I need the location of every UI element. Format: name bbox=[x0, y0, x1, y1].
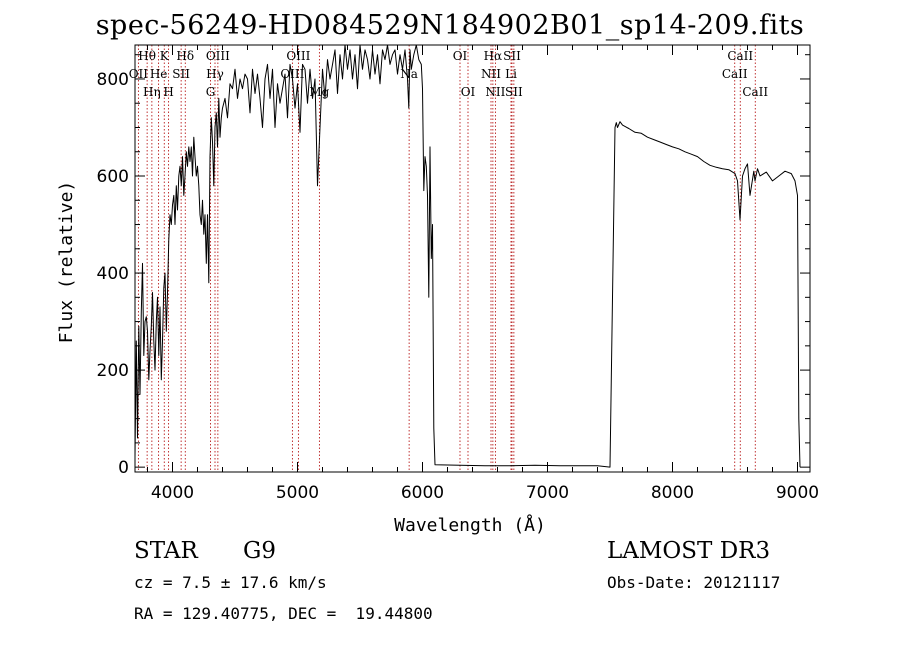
marker-label: Hη bbox=[143, 85, 161, 99]
survey-label: LAMOST DR3 bbox=[607, 538, 771, 564]
spectrum-line bbox=[134, 44, 801, 468]
marker-label: OII bbox=[129, 67, 149, 81]
marker-label: Mg bbox=[309, 85, 329, 99]
y-tick-label: 600 bbox=[97, 167, 129, 187]
x-tick-label: 4000 bbox=[151, 483, 194, 503]
marker-label: OI bbox=[453, 49, 468, 63]
y-tick-label: 800 bbox=[97, 70, 129, 90]
chart-title: spec-56249-HD084529N184902B01_sp14-209.f… bbox=[95, 10, 805, 41]
y-tick-label: 400 bbox=[97, 264, 129, 284]
marker-label: SII bbox=[505, 85, 523, 99]
y-axis-label: Flux (relative) bbox=[56, 181, 77, 344]
marker-label: OIII bbox=[206, 49, 230, 63]
obs-date: Obs-Date: 20121117 bbox=[607, 573, 781, 592]
marker-label: NII bbox=[481, 67, 501, 81]
line-markers bbox=[137, 45, 756, 472]
marker-label: Hα bbox=[484, 49, 503, 63]
marker-label: OIII bbox=[280, 67, 304, 81]
x-axis-label: Wavelength (Å) bbox=[394, 514, 546, 536]
coordinates: RA = 129.40775, DEC = 19.44800 bbox=[134, 604, 433, 623]
x-tick-label: 9000 bbox=[776, 483, 819, 503]
marker-label: OI bbox=[461, 85, 476, 99]
y-tick-label: 200 bbox=[97, 361, 129, 381]
marker-label: Na bbox=[400, 67, 418, 81]
marker-label: CaII bbox=[742, 85, 768, 99]
marker-label: Hγ bbox=[206, 67, 224, 81]
marker-label: CaII bbox=[727, 49, 753, 63]
redshift-value: cz = 7.5 ± 17.6 km/s bbox=[134, 573, 327, 592]
marker-label: NII bbox=[485, 85, 505, 99]
marker-label: SII bbox=[172, 67, 190, 81]
marker-label: Li bbox=[505, 67, 517, 81]
x-tick-label: 6000 bbox=[401, 483, 444, 503]
object-class: STAR bbox=[134, 538, 198, 564]
marker-label: H bbox=[163, 85, 173, 99]
marker-labels: Hθ OII Hη K He H Hδ SII OIII Hγ G OIII OIII Mg Na OI OI H… bbox=[129, 49, 769, 99]
marker-label: Hθ bbox=[138, 49, 156, 63]
marker-label: Hδ bbox=[176, 49, 194, 63]
marker-label: SII bbox=[503, 49, 521, 63]
marker-label: OIII bbox=[286, 49, 310, 63]
marker-label: He bbox=[150, 67, 168, 81]
series-layer bbox=[134, 44, 801, 468]
axes: 4000 5000 6000 7000 8000 9000 0 200 400 600 800 bbox=[97, 44, 819, 503]
marker-label: G bbox=[206, 85, 216, 99]
x-tick-label: 8000 bbox=[651, 483, 694, 503]
object-subclass: G9 bbox=[243, 538, 277, 564]
plot-frame bbox=[134, 44, 811, 473]
marker-label: CaII bbox=[722, 67, 748, 81]
marker-label: K bbox=[160, 49, 170, 63]
x-tick-label: 5000 bbox=[276, 483, 319, 503]
y-tick-label: 0 bbox=[118, 458, 129, 478]
x-tick-label: 7000 bbox=[526, 483, 569, 503]
